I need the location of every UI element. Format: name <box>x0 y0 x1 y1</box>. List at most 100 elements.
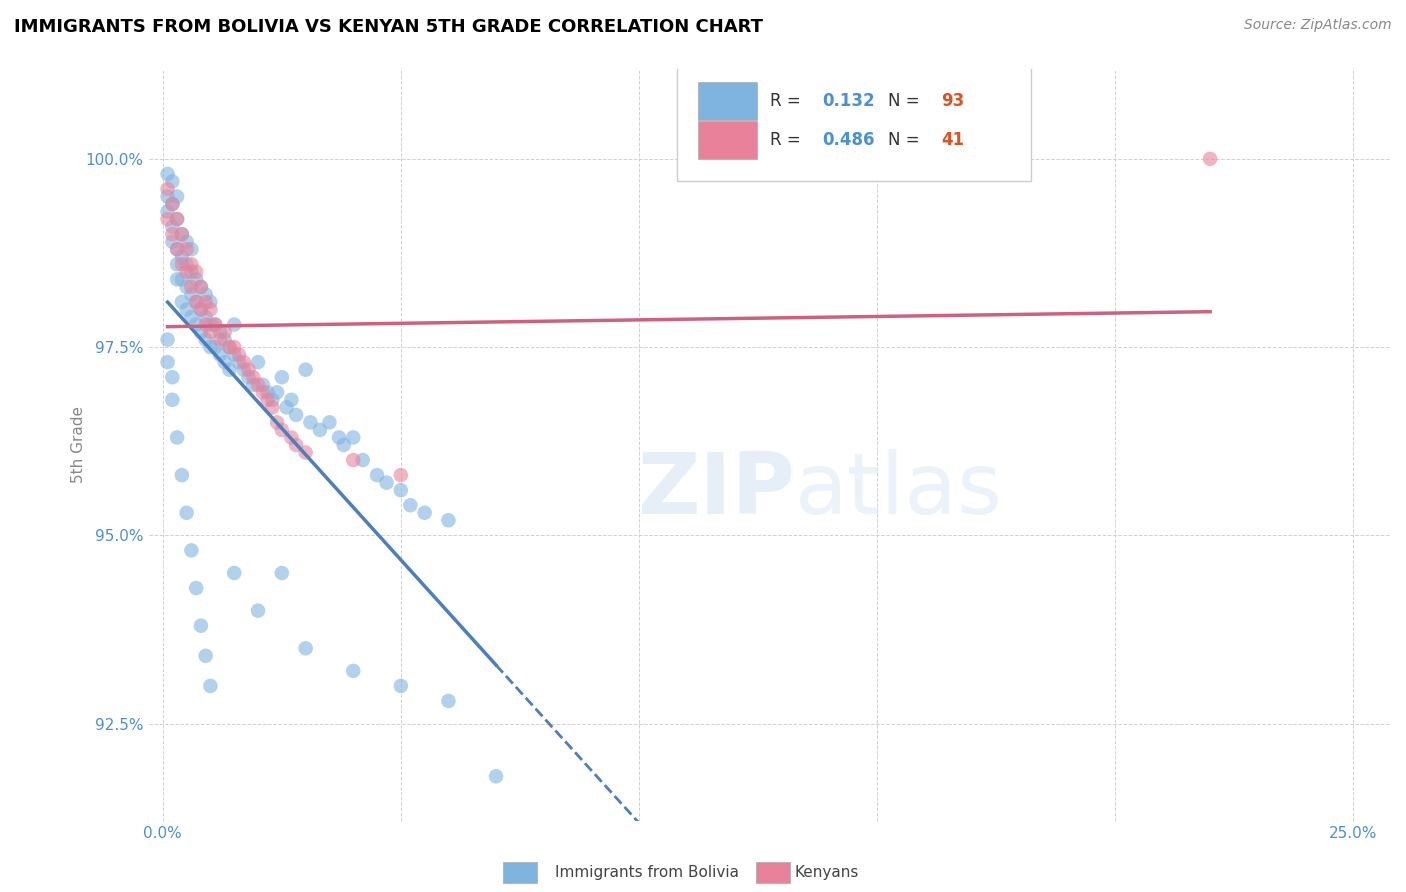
Point <box>180 287 202 301</box>
Point <box>294 641 316 656</box>
Text: R =: R = <box>769 92 806 110</box>
Point <box>156 182 179 196</box>
Point <box>186 265 208 279</box>
Point <box>328 430 350 444</box>
Point <box>166 272 188 286</box>
Point <box>247 355 270 369</box>
Point <box>200 679 222 693</box>
Point <box>194 287 217 301</box>
Point <box>485 769 508 783</box>
Point <box>218 340 240 354</box>
Point <box>204 318 226 332</box>
Point <box>266 416 288 430</box>
Point <box>162 219 184 234</box>
Point <box>389 483 412 498</box>
Point <box>180 265 202 279</box>
Point <box>280 392 302 407</box>
Point <box>194 318 217 332</box>
Point <box>266 385 288 400</box>
Point <box>180 257 202 271</box>
Point <box>238 370 260 384</box>
Text: Kenyans: Kenyans <box>794 865 859 880</box>
Point <box>208 333 231 347</box>
Point <box>200 340 222 354</box>
Point <box>342 453 364 467</box>
Point <box>280 430 302 444</box>
Point <box>252 385 274 400</box>
Point <box>186 294 208 309</box>
Point <box>247 604 270 618</box>
Point <box>218 340 240 354</box>
Point <box>242 370 264 384</box>
Point <box>166 212 188 227</box>
FancyBboxPatch shape <box>697 82 758 120</box>
Point <box>166 189 188 203</box>
Point <box>270 370 292 384</box>
Point <box>190 618 212 632</box>
Point <box>218 362 240 376</box>
Point <box>437 513 460 527</box>
Point <box>156 212 179 227</box>
Point <box>352 453 374 467</box>
Text: N =: N = <box>887 92 925 110</box>
Text: 0.132: 0.132 <box>823 92 875 110</box>
Point <box>214 355 236 369</box>
Point <box>413 506 436 520</box>
Point <box>200 294 222 309</box>
Point <box>170 272 193 286</box>
Point <box>156 167 179 181</box>
Text: 41: 41 <box>941 131 965 149</box>
Point <box>208 348 231 362</box>
Point <box>214 333 236 347</box>
Point <box>180 310 202 324</box>
Text: 93: 93 <box>941 92 965 110</box>
Point <box>170 257 193 271</box>
Point <box>375 475 398 490</box>
Point <box>170 227 193 242</box>
Point <box>252 377 274 392</box>
Y-axis label: 5th Grade: 5th Grade <box>72 407 86 483</box>
Point <box>176 235 198 249</box>
Point <box>162 174 184 188</box>
Point <box>299 416 322 430</box>
Point <box>162 235 184 249</box>
Point <box>162 197 184 211</box>
Point <box>232 362 254 376</box>
Point <box>270 566 292 580</box>
Text: Source: ZipAtlas.com: Source: ZipAtlas.com <box>1244 18 1392 32</box>
Point <box>270 423 292 437</box>
Point <box>200 325 222 339</box>
Point <box>170 294 193 309</box>
Text: IMMIGRANTS FROM BOLIVIA VS KENYAN 5TH GRADE CORRELATION CHART: IMMIGRANTS FROM BOLIVIA VS KENYAN 5TH GR… <box>14 18 763 36</box>
Point <box>276 401 298 415</box>
Point <box>318 416 340 430</box>
Text: N =: N = <box>887 131 925 149</box>
Point <box>262 392 284 407</box>
Point <box>224 566 246 580</box>
Point <box>162 370 184 384</box>
Point <box>180 280 202 294</box>
Point <box>190 325 212 339</box>
Point <box>294 362 316 376</box>
Point <box>170 227 193 242</box>
Point <box>166 212 188 227</box>
Text: atlas: atlas <box>794 449 1002 532</box>
Point <box>224 348 246 362</box>
Point <box>1199 152 1222 166</box>
Point <box>342 430 364 444</box>
Point <box>238 362 260 376</box>
Point <box>208 325 231 339</box>
Point <box>194 310 217 324</box>
Point <box>176 506 198 520</box>
Point <box>389 468 412 483</box>
FancyBboxPatch shape <box>676 65 1031 181</box>
Point <box>194 333 217 347</box>
Text: 0.486: 0.486 <box>823 131 875 149</box>
Point <box>166 242 188 256</box>
Point <box>214 325 236 339</box>
Point <box>190 302 212 317</box>
Point <box>437 694 460 708</box>
Point <box>180 543 202 558</box>
Point <box>294 445 316 459</box>
Point <box>180 242 202 256</box>
